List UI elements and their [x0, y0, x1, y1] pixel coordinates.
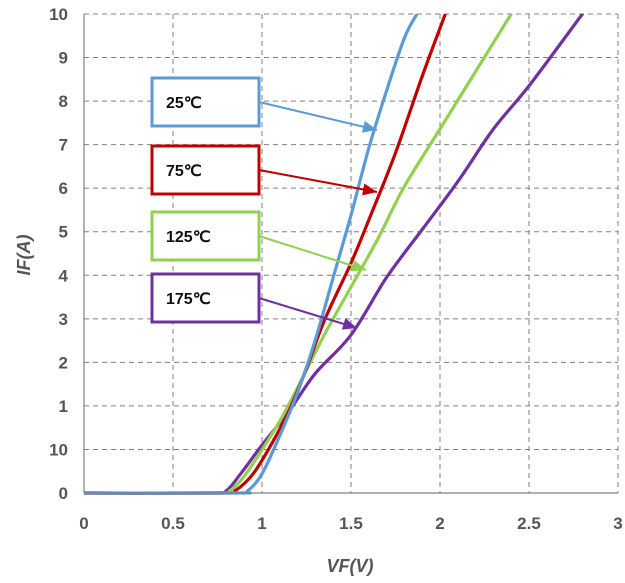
callout-box [150, 76, 261, 128]
x-axis-label: VF(V) [327, 556, 374, 576]
x-tick-label: 0 [79, 514, 88, 533]
y-tick-label: 7 [59, 136, 68, 155]
series-line [84, 14, 513, 495]
callout: 75℃ [150, 144, 378, 196]
x-tick-label: 2.5 [517, 514, 541, 533]
callout-box [150, 144, 261, 196]
callout-arrowhead [362, 183, 377, 196]
y-tick-label: 10 [49, 5, 68, 24]
y-axis-label: IF(A) [14, 235, 34, 276]
callout-box [150, 210, 261, 262]
y-tick-label: 10 [49, 440, 68, 459]
callout-arrow [258, 101, 378, 131]
x-tick-label: 1 [257, 514, 266, 533]
callout: 25℃ [150, 76, 378, 133]
callout-arrowhead [341, 318, 357, 330]
callout-box [150, 272, 261, 324]
y-tick-label: 4 [59, 266, 69, 285]
x-tick-label: 2 [435, 514, 444, 533]
callout-arrowhead [350, 260, 366, 272]
y-tick-label: 8 [59, 92, 68, 111]
y-tick-label: 3 [59, 310, 68, 329]
series-line [84, 14, 447, 495]
callouts: 25℃ 75℃ 125℃ 175℃ [150, 76, 378, 330]
x-tick-label: 1.5 [339, 514, 363, 533]
callout: 175℃ [150, 272, 358, 330]
callout-arrow [258, 169, 378, 193]
x-tick-label: 0.5 [161, 514, 185, 533]
y-tick-label: 0 [59, 484, 68, 503]
y-tick-label: 1 [59, 397, 68, 416]
grid [84, 13, 619, 493]
callout-label: 75℃ [166, 163, 202, 180]
callout-label: 175℃ [166, 291, 211, 308]
series-line [84, 14, 584, 495]
callout-arrowhead [361, 120, 377, 133]
callout-arrow [258, 235, 367, 271]
y-tick-label: 5 [59, 223, 68, 242]
callout-arrow [258, 297, 358, 329]
y-tick-label: 6 [59, 179, 68, 198]
callout-label: 125℃ [166, 229, 211, 246]
callout-label: 25℃ [166, 95, 202, 112]
y-tick-label: 9 [59, 49, 68, 68]
axes: 0 10 1 2 3 4 5 6 7 8 9 10 0 0.5 1 1.5 2 2.5 3 [49, 5, 623, 533]
x-tick-label: 3 [613, 514, 622, 533]
callout: 125℃ [150, 210, 367, 272]
y-tick-label: 2 [59, 353, 68, 372]
